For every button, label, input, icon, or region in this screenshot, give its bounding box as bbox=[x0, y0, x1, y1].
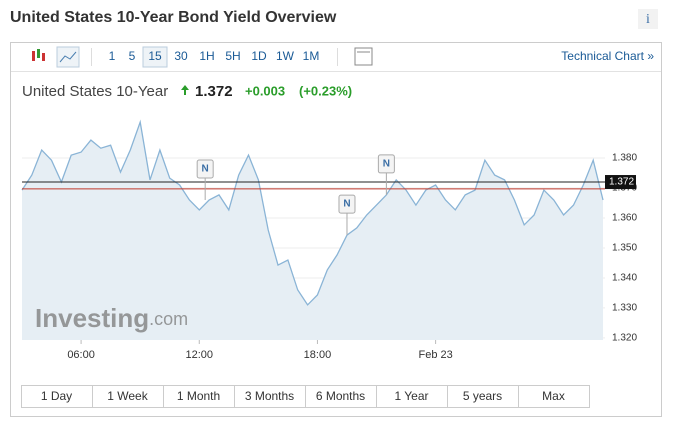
range-label[interactable]: 1 Year bbox=[394, 389, 428, 403]
interval-button[interactable]: 1 bbox=[109, 49, 116, 63]
title: United States 10-Year Bond Yield Overvie… bbox=[10, 9, 337, 26]
technical-chart-link[interactable]: Technical Chart » bbox=[561, 49, 654, 63]
line bbox=[21, 119, 604, 306]
news-flag[interactable] bbox=[377, 154, 395, 174]
interval-button[interactable]: 1M bbox=[303, 49, 320, 63]
last-value-box bbox=[605, 175, 636, 190]
quote-name: United States 10-Year bbox=[22, 83, 168, 100]
range-label[interactable]: 1 Week bbox=[107, 389, 148, 403]
watermark-suffix: .com bbox=[149, 309, 188, 329]
news-flag[interactable] bbox=[338, 194, 356, 214]
quote-price: 1.372 bbox=[195, 83, 233, 100]
table-icon[interactable] bbox=[354, 47, 373, 66]
interval-button[interactable]: 5H bbox=[225, 49, 240, 63]
range-button[interactable] bbox=[518, 385, 590, 408]
news-flag-label[interactable]: N bbox=[202, 164, 209, 175]
x-tick-label: Feb 23 bbox=[418, 349, 452, 361]
range-label[interactable]: 5 years bbox=[463, 389, 502, 403]
interval-button[interactable]: 1W bbox=[276, 49, 295, 63]
last-value-label: 1.372 bbox=[609, 177, 634, 188]
interval-button[interactable]: 1D bbox=[251, 49, 267, 63]
quote-change-pct: (+0.23%) bbox=[299, 83, 352, 98]
watermark: Investing.com bbox=[35, 303, 188, 333]
interval-button[interactable]: 30 bbox=[174, 49, 188, 63]
range-label[interactable]: 6 Months bbox=[316, 389, 365, 403]
y-tick-label: 1.340 bbox=[612, 273, 637, 284]
news-flag[interactable] bbox=[196, 159, 214, 179]
widget-frame bbox=[10, 42, 662, 417]
interval-button[interactable]: 1H bbox=[199, 49, 214, 63]
news-flag-label[interactable]: N bbox=[343, 199, 350, 210]
info-icon[interactable]: i bbox=[646, 12, 650, 27]
interval-selected bbox=[142, 46, 168, 68]
y-tick-label: 1.330 bbox=[612, 303, 637, 314]
range-label[interactable]: 1 Day bbox=[41, 389, 72, 403]
watermark-main: Investing bbox=[35, 303, 149, 333]
x-tick-label: 06:00 bbox=[67, 349, 95, 361]
interval-button[interactable]: 5 bbox=[129, 49, 136, 63]
y-tick-label: 1.350 bbox=[612, 243, 637, 254]
line-icon-glyph bbox=[59, 51, 77, 63]
news-flag-label[interactable]: N bbox=[383, 159, 390, 170]
info-button[interactable] bbox=[638, 9, 658, 29]
y-tick-label: 1.360 bbox=[612, 213, 637, 224]
line-icon[interactable] bbox=[56, 46, 80, 68]
x-tick-label: 18:00 bbox=[304, 349, 332, 361]
area bbox=[22, 122, 604, 340]
up-arrow bbox=[181, 85, 189, 95]
quote-change: +0.003 bbox=[245, 83, 285, 98]
range-label[interactable]: 1 Month bbox=[177, 389, 220, 403]
y-tick-label: 1.320 bbox=[612, 333, 637, 344]
candle-icon[interactable] bbox=[32, 49, 45, 61]
x-tick-label: 12:00 bbox=[185, 349, 213, 361]
range-label[interactable]: Max bbox=[542, 389, 565, 403]
y-tick-label: 1.380 bbox=[612, 153, 637, 164]
range-label[interactable]: 3 Months bbox=[245, 389, 294, 403]
interval-button[interactable]: 15 bbox=[148, 49, 162, 63]
